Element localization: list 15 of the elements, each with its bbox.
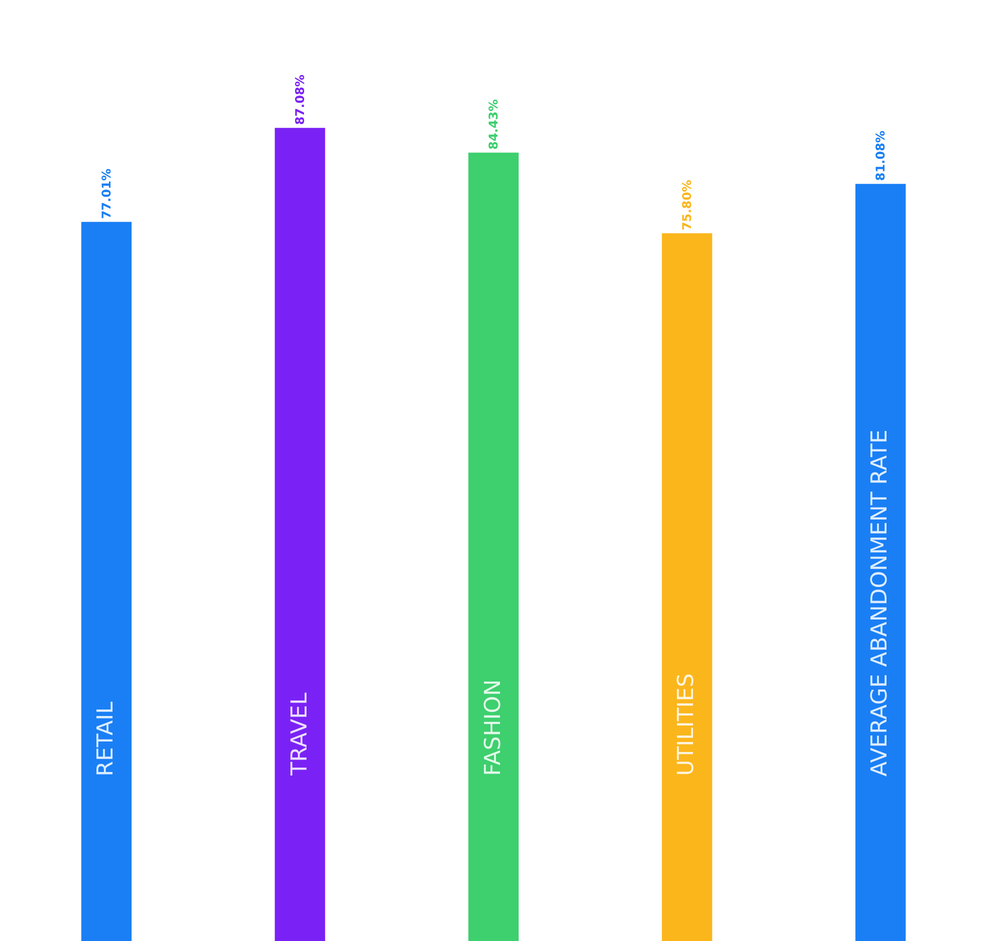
data-label: 87.08% — [292, 74, 307, 125]
data-label: 77.01% — [99, 168, 114, 219]
bar — [274, 128, 326, 941]
data-label: 81.08% — [874, 130, 888, 181]
x-tick-label: RETAIL — [94, 700, 119, 776]
bar — [662, 233, 712, 941]
x-tick-label: UTILITIES — [674, 673, 700, 776]
data-label: 75.80% — [680, 180, 694, 230]
bar — [81, 222, 132, 941]
bar — [468, 152, 519, 941]
data-label: 84.43% — [486, 99, 501, 150]
x-tick-label: FASHION — [481, 679, 506, 776]
bar — [855, 184, 906, 941]
x-tick-label: AVERAGE ABANDONMENT RATE — [868, 430, 893, 776]
x-tick-label: TRAVEL — [288, 692, 313, 776]
